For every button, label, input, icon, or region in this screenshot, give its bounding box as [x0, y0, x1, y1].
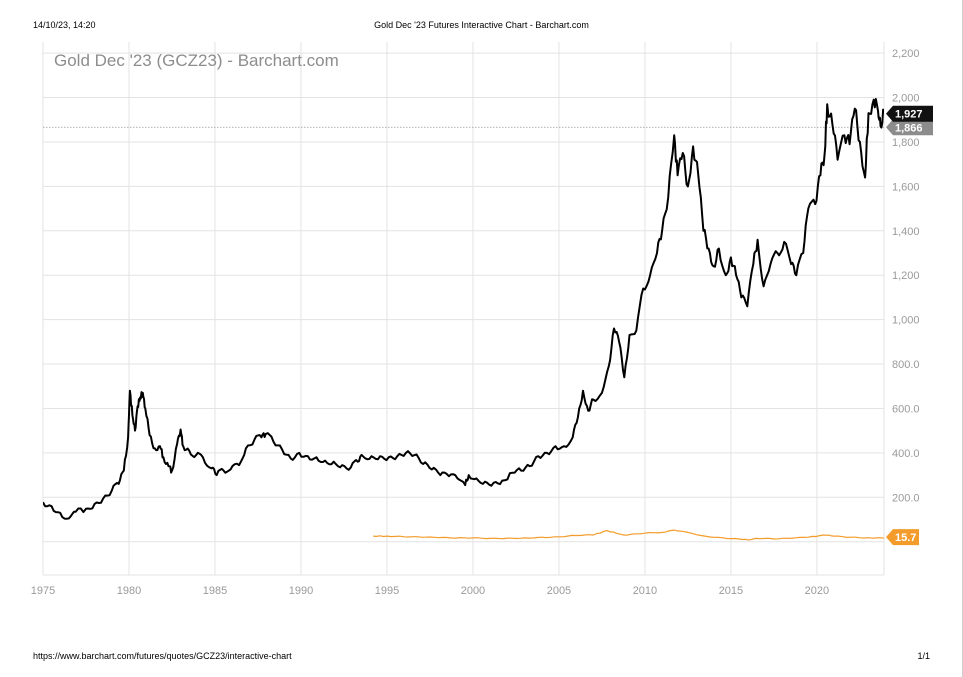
y-tick-label: 1,200: [892, 270, 920, 282]
y-tick-label: 1,800: [892, 137, 920, 149]
x-tick-label: 2000: [461, 585, 485, 597]
ratio-value-tag: 15.7: [886, 529, 919, 546]
x-tick-label: 1990: [289, 585, 313, 597]
y-tick-label: 800.0: [892, 359, 920, 371]
prev-price-tag: 1,866: [886, 119, 933, 136]
y-tick-label: 2,000: [892, 93, 920, 105]
y-tick-label: 1,000: [892, 315, 920, 327]
x-axis-ticks: 1975 1980 1985 1990 1995 2000 2005 2010 2015 2020: [31, 585, 829, 597]
ratio-value-tag-label: 15.7: [895, 532, 916, 544]
print-page-title: Gold Dec '23 Futures Interactive Chart -…: [374, 20, 589, 30]
x-tick-label: 2020: [805, 585, 829, 597]
x-tick-label: 1995: [375, 585, 399, 597]
x-tick-label: 1975: [31, 585, 55, 597]
chart-grid: [42, 42, 885, 576]
print-url[interactable]: https://www.barchart.com/futures/quotes/…: [33, 651, 292, 661]
print-datetime: 14/10/23, 14:20: [33, 20, 96, 30]
y-tick-label: 600.0: [892, 403, 920, 415]
last-price-tag-label: 1,927: [895, 109, 923, 121]
chart-watermark-title: Gold Dec '23 (GCZ23) - Barchart.com: [54, 51, 339, 70]
y-tick-label: 1,400: [892, 226, 920, 238]
y-tick-label: 200.0: [892, 492, 920, 504]
y-tick-label: 400.0: [892, 448, 920, 460]
x-tick-label: 1980: [117, 585, 141, 597]
y-tick-label: 2,200: [892, 48, 920, 60]
gold-price-series-line: [43, 98, 884, 520]
x-tick-label: 2015: [719, 585, 743, 597]
x-tick-label: 2010: [633, 585, 657, 597]
x-tick-label: 1985: [203, 585, 227, 597]
last-price-tag: 1,927: [886, 105, 933, 122]
y-axis-ticks: 200.0 400.0 600.0 800.0 1,000 1,200 1,400 1,600…: [892, 48, 920, 504]
y-tick-label: 1,600: [892, 181, 920, 193]
ratio-series-line: [373, 529, 884, 541]
x-tick-label: 2005: [547, 585, 571, 597]
prev-price-tag-label: 1,866: [895, 122, 923, 134]
print-page-number: 1/1: [917, 651, 930, 661]
